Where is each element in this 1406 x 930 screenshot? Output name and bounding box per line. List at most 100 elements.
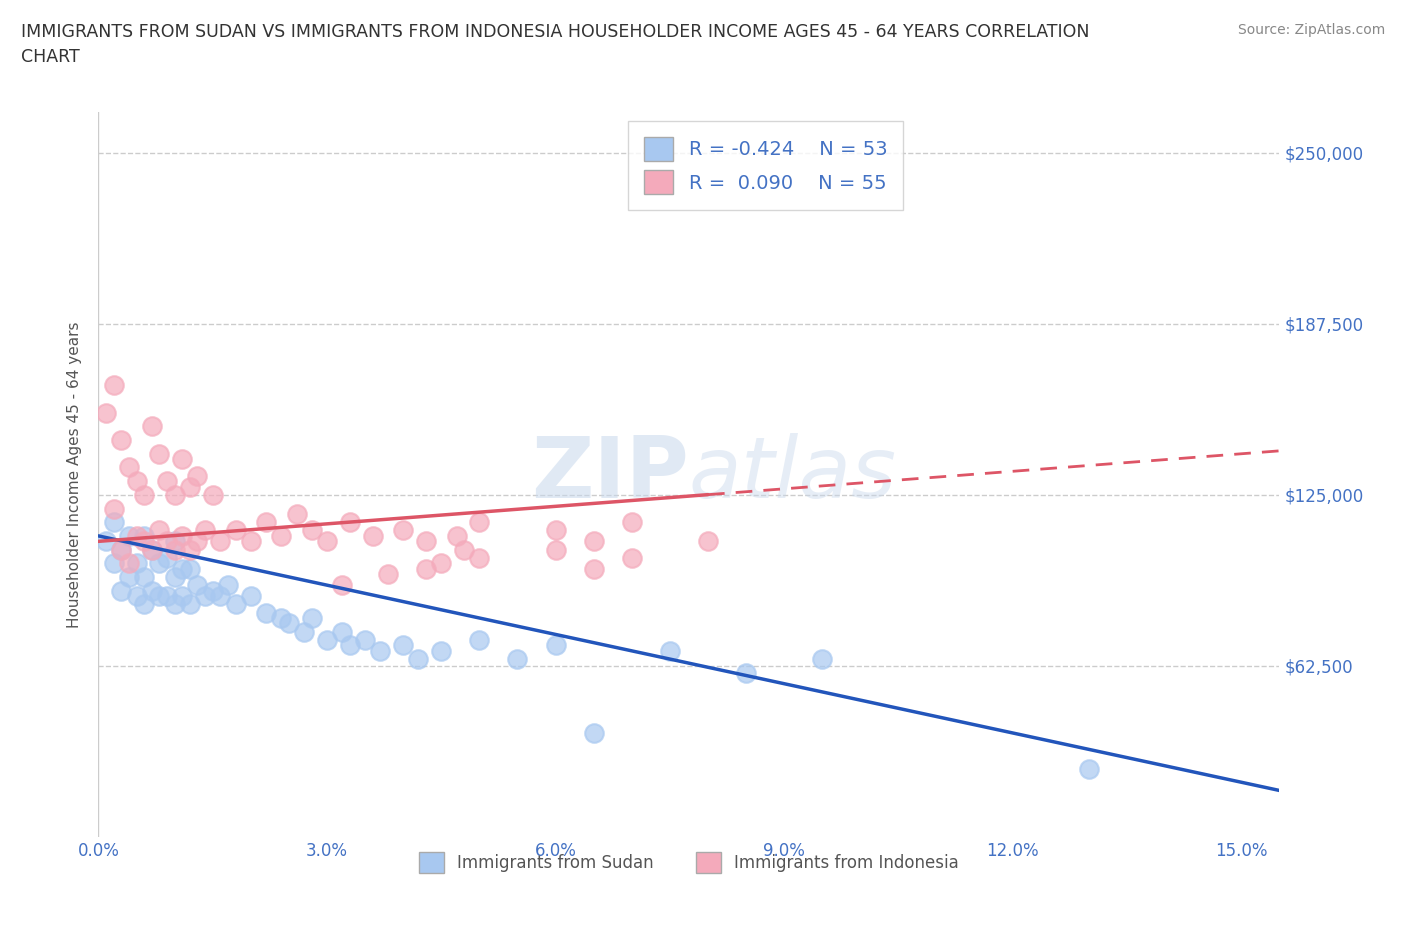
Point bbox=[735, 665, 758, 680]
Point bbox=[172, 452, 194, 467]
Point bbox=[163, 597, 186, 612]
Point bbox=[430, 556, 453, 571]
Point bbox=[186, 578, 208, 592]
Point bbox=[339, 638, 361, 653]
Point bbox=[103, 378, 125, 392]
Point bbox=[141, 583, 163, 598]
Point bbox=[446, 528, 468, 543]
Point bbox=[125, 528, 148, 543]
Point bbox=[125, 589, 148, 604]
Point bbox=[163, 542, 186, 557]
Point bbox=[209, 589, 232, 604]
Point bbox=[330, 578, 353, 592]
Point bbox=[156, 534, 179, 549]
Point bbox=[179, 542, 201, 557]
Point bbox=[316, 632, 339, 647]
Text: Source: ZipAtlas.com: Source: ZipAtlas.com bbox=[1237, 23, 1385, 37]
Point bbox=[453, 542, 475, 557]
Text: CHART: CHART bbox=[21, 48, 80, 66]
Point bbox=[620, 551, 643, 565]
Point bbox=[118, 528, 141, 543]
Point bbox=[156, 473, 179, 488]
Point bbox=[415, 534, 437, 549]
Point bbox=[148, 556, 170, 571]
Point bbox=[194, 589, 217, 604]
Point bbox=[544, 638, 567, 653]
Point bbox=[254, 605, 277, 620]
Point bbox=[270, 528, 292, 543]
Point bbox=[110, 542, 132, 557]
Point bbox=[201, 487, 224, 502]
Point bbox=[392, 638, 415, 653]
Point bbox=[134, 569, 156, 584]
Point bbox=[103, 501, 125, 516]
Point bbox=[110, 542, 132, 557]
Point bbox=[163, 534, 186, 549]
Point bbox=[430, 644, 453, 658]
Point bbox=[225, 523, 247, 538]
Point bbox=[103, 515, 125, 530]
Point bbox=[125, 473, 148, 488]
Point bbox=[209, 534, 232, 549]
Point bbox=[172, 528, 194, 543]
Point bbox=[156, 589, 179, 604]
Point bbox=[370, 644, 392, 658]
Point bbox=[544, 542, 567, 557]
Point bbox=[392, 523, 415, 538]
Point bbox=[301, 611, 323, 626]
Point bbox=[163, 569, 186, 584]
Point bbox=[186, 468, 208, 483]
Point bbox=[134, 534, 156, 549]
Point bbox=[408, 652, 430, 667]
Point bbox=[330, 624, 353, 639]
Y-axis label: Householder Income Ages 45 - 64 years: Householder Income Ages 45 - 64 years bbox=[67, 321, 83, 628]
Text: atlas: atlas bbox=[689, 432, 897, 516]
Point bbox=[163, 487, 186, 502]
Point bbox=[186, 534, 208, 549]
Point bbox=[141, 542, 163, 557]
Point bbox=[582, 725, 605, 740]
Point bbox=[468, 515, 491, 530]
Point bbox=[301, 523, 323, 538]
Point bbox=[239, 534, 262, 549]
Point bbox=[361, 528, 384, 543]
Point bbox=[134, 528, 156, 543]
Point bbox=[110, 583, 132, 598]
Point bbox=[172, 589, 194, 604]
Point bbox=[354, 632, 377, 647]
Point bbox=[134, 597, 156, 612]
Text: ZIP: ZIP bbox=[531, 432, 689, 516]
Point bbox=[94, 534, 117, 549]
Point bbox=[110, 432, 132, 447]
Point bbox=[415, 562, 437, 577]
Point bbox=[134, 487, 156, 502]
Point bbox=[118, 569, 141, 584]
Point bbox=[239, 589, 262, 604]
Point bbox=[172, 562, 194, 577]
Point bbox=[292, 624, 315, 639]
Point bbox=[141, 418, 163, 433]
Point bbox=[811, 652, 834, 667]
Point bbox=[544, 523, 567, 538]
Point bbox=[620, 515, 643, 530]
Point bbox=[582, 534, 605, 549]
Point bbox=[194, 523, 217, 538]
Point bbox=[254, 515, 277, 530]
Point bbox=[468, 632, 491, 647]
Point bbox=[277, 616, 299, 631]
Point bbox=[148, 523, 170, 538]
Point bbox=[148, 589, 170, 604]
Point bbox=[118, 460, 141, 475]
Point bbox=[468, 551, 491, 565]
Point bbox=[217, 578, 239, 592]
Point bbox=[225, 597, 247, 612]
Point bbox=[1078, 761, 1101, 776]
Point bbox=[697, 534, 720, 549]
Point bbox=[141, 542, 163, 557]
Point bbox=[339, 515, 361, 530]
Point bbox=[179, 597, 201, 612]
Point bbox=[179, 479, 201, 494]
Point bbox=[658, 644, 681, 658]
Point bbox=[103, 556, 125, 571]
Point bbox=[156, 551, 179, 565]
